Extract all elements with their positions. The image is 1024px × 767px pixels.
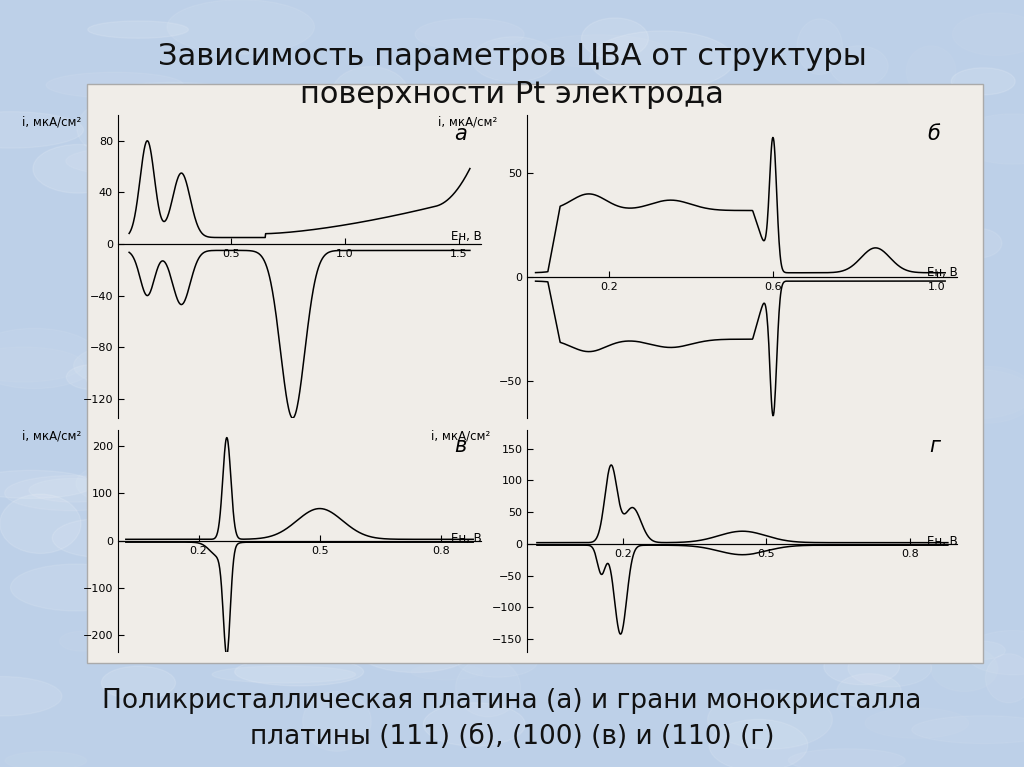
Y-axis label: i, мкА/см²: i, мкА/см² xyxy=(22,115,81,128)
Text: Eн, В: Eн, В xyxy=(451,532,481,545)
Text: Eн, В: Eн, В xyxy=(927,535,957,548)
Text: Eн, В: Eн, В xyxy=(927,265,957,278)
Y-axis label: i, мкА/см²: i, мкА/см² xyxy=(438,115,498,128)
Text: в: в xyxy=(455,436,467,456)
Text: Eн, В: Eн, В xyxy=(451,230,481,243)
Text: а: а xyxy=(454,124,467,144)
Y-axis label: i, мкА/см²: i, мкА/см² xyxy=(431,430,490,443)
Text: г: г xyxy=(929,436,940,456)
Text: Поликристаллическая платина (а) и грани монокристалла
платины (111) (б), (100) (: Поликристаллическая платина (а) и грани … xyxy=(102,689,922,750)
Text: б: б xyxy=(928,124,940,144)
Y-axis label: i, мкА/см²: i, мкА/см² xyxy=(22,430,81,443)
Text: Зависимость параметров ЦВА от структуры
поверхности Pt электрода: Зависимость параметров ЦВА от структуры … xyxy=(158,42,866,110)
